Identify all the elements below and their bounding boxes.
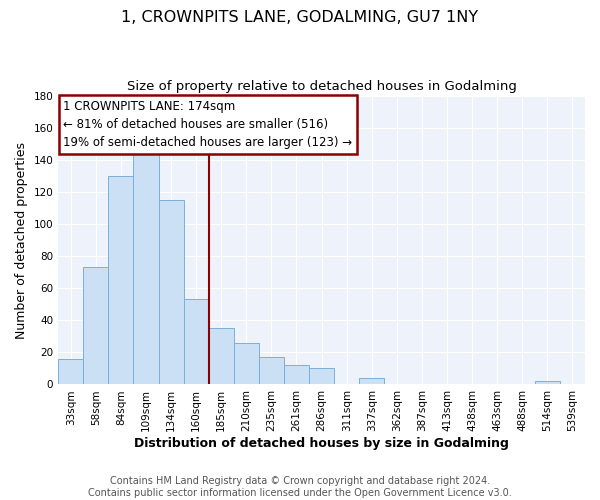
Bar — [359, 378, 385, 384]
Bar — [58, 359, 83, 384]
Bar — [259, 357, 284, 384]
Text: Contains HM Land Registry data © Crown copyright and database right 2024.
Contai: Contains HM Land Registry data © Crown c… — [88, 476, 512, 498]
Bar — [209, 328, 234, 384]
Bar — [535, 381, 560, 384]
Y-axis label: Number of detached properties: Number of detached properties — [15, 142, 28, 338]
X-axis label: Distribution of detached houses by size in Godalming: Distribution of detached houses by size … — [134, 437, 509, 450]
Title: Size of property relative to detached houses in Godalming: Size of property relative to detached ho… — [127, 80, 517, 93]
Bar — [184, 300, 209, 384]
Bar — [83, 268, 109, 384]
Bar — [284, 365, 309, 384]
Bar — [234, 342, 259, 384]
Bar — [133, 147, 158, 384]
Bar — [309, 368, 334, 384]
Bar — [158, 200, 184, 384]
Bar — [109, 176, 133, 384]
Text: 1, CROWNPITS LANE, GODALMING, GU7 1NY: 1, CROWNPITS LANE, GODALMING, GU7 1NY — [121, 10, 479, 25]
Text: 1 CROWNPITS LANE: 174sqm
← 81% of detached houses are smaller (516)
19% of semi-: 1 CROWNPITS LANE: 174sqm ← 81% of detach… — [64, 100, 353, 149]
